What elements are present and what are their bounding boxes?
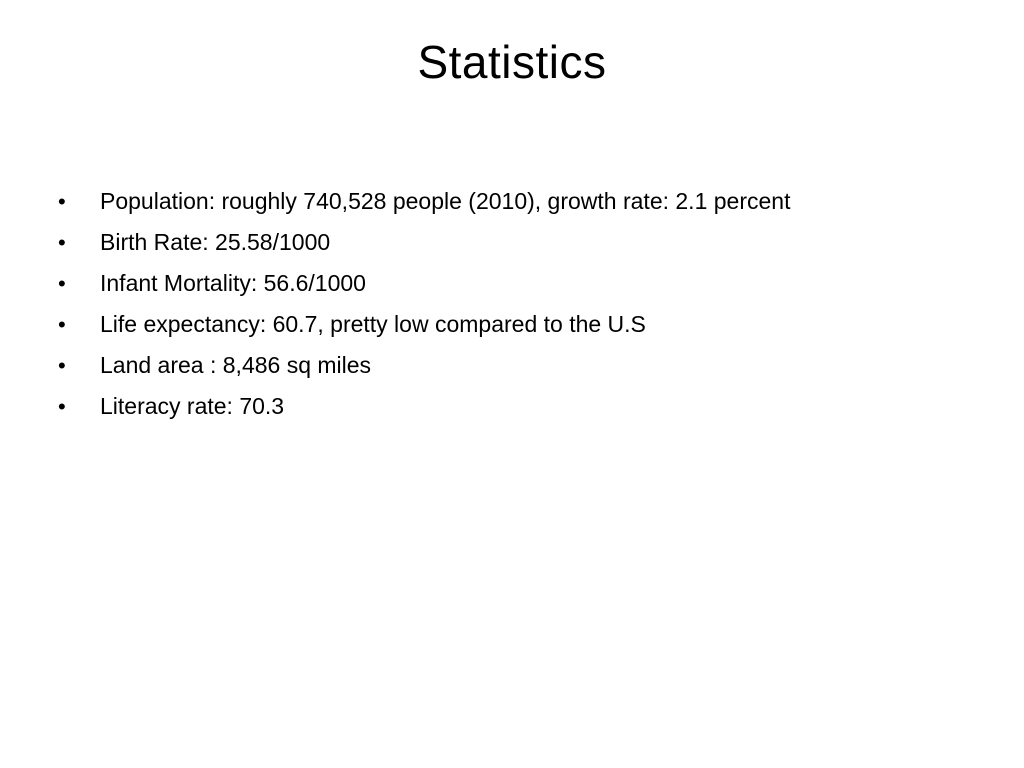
list-item: • Infant Mortality: 56.6/1000 — [58, 263, 978, 304]
bullet-icon: • — [58, 394, 66, 419]
list-item: • Life expectancy: 60.7, pretty low comp… — [58, 304, 978, 345]
list-item: • Literacy rate: 70.3 — [58, 386, 978, 427]
list-item: • Birth Rate: 25.58/1000 — [58, 222, 978, 263]
list-item-text: Population: roughly 740,528 people (2010… — [100, 188, 791, 214]
list-item-text: Land area : 8,486 sq miles — [100, 352, 372, 378]
list-item: • Land area : 8,486 sq miles — [58, 345, 978, 386]
bullet-icon: • — [58, 271, 66, 296]
bullet-icon: • — [58, 189, 66, 214]
bullet-icon: • — [58, 353, 66, 378]
bullet-icon: • — [58, 230, 66, 255]
list-item-text: Literacy rate: 70.3 — [100, 393, 285, 419]
slide-title: Statistics — [417, 36, 607, 88]
bullet-list: • Population: roughly 740,528 people (20… — [58, 181, 978, 427]
list-item-text: Infant Mortality: 56.6/1000 — [100, 270, 366, 296]
list-item: • Population: roughly 740,528 people (20… — [58, 181, 978, 222]
list-item-text: Birth Rate: 25.58/1000 — [100, 229, 331, 255]
bullet-icon: • — [58, 312, 66, 337]
list-item-text: Life expectancy: 60.7, pretty low compar… — [100, 311, 646, 337]
